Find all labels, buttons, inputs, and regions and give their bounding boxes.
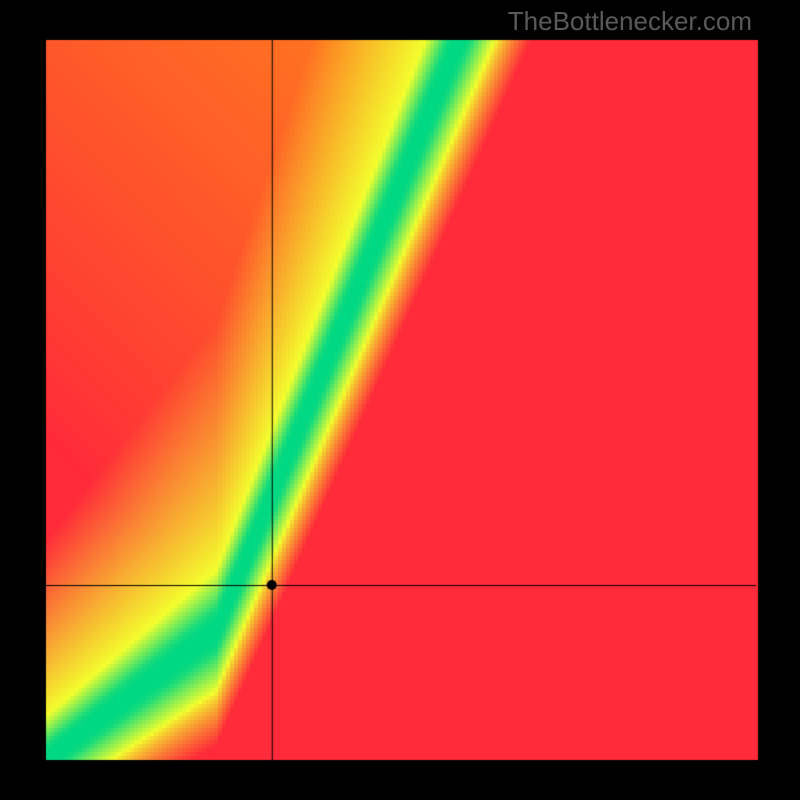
watermark-text: TheBottlenecker.com bbox=[508, 6, 752, 37]
chart-container: TheBottlenecker.com bbox=[0, 0, 800, 800]
heatmap-canvas bbox=[0, 0, 800, 800]
